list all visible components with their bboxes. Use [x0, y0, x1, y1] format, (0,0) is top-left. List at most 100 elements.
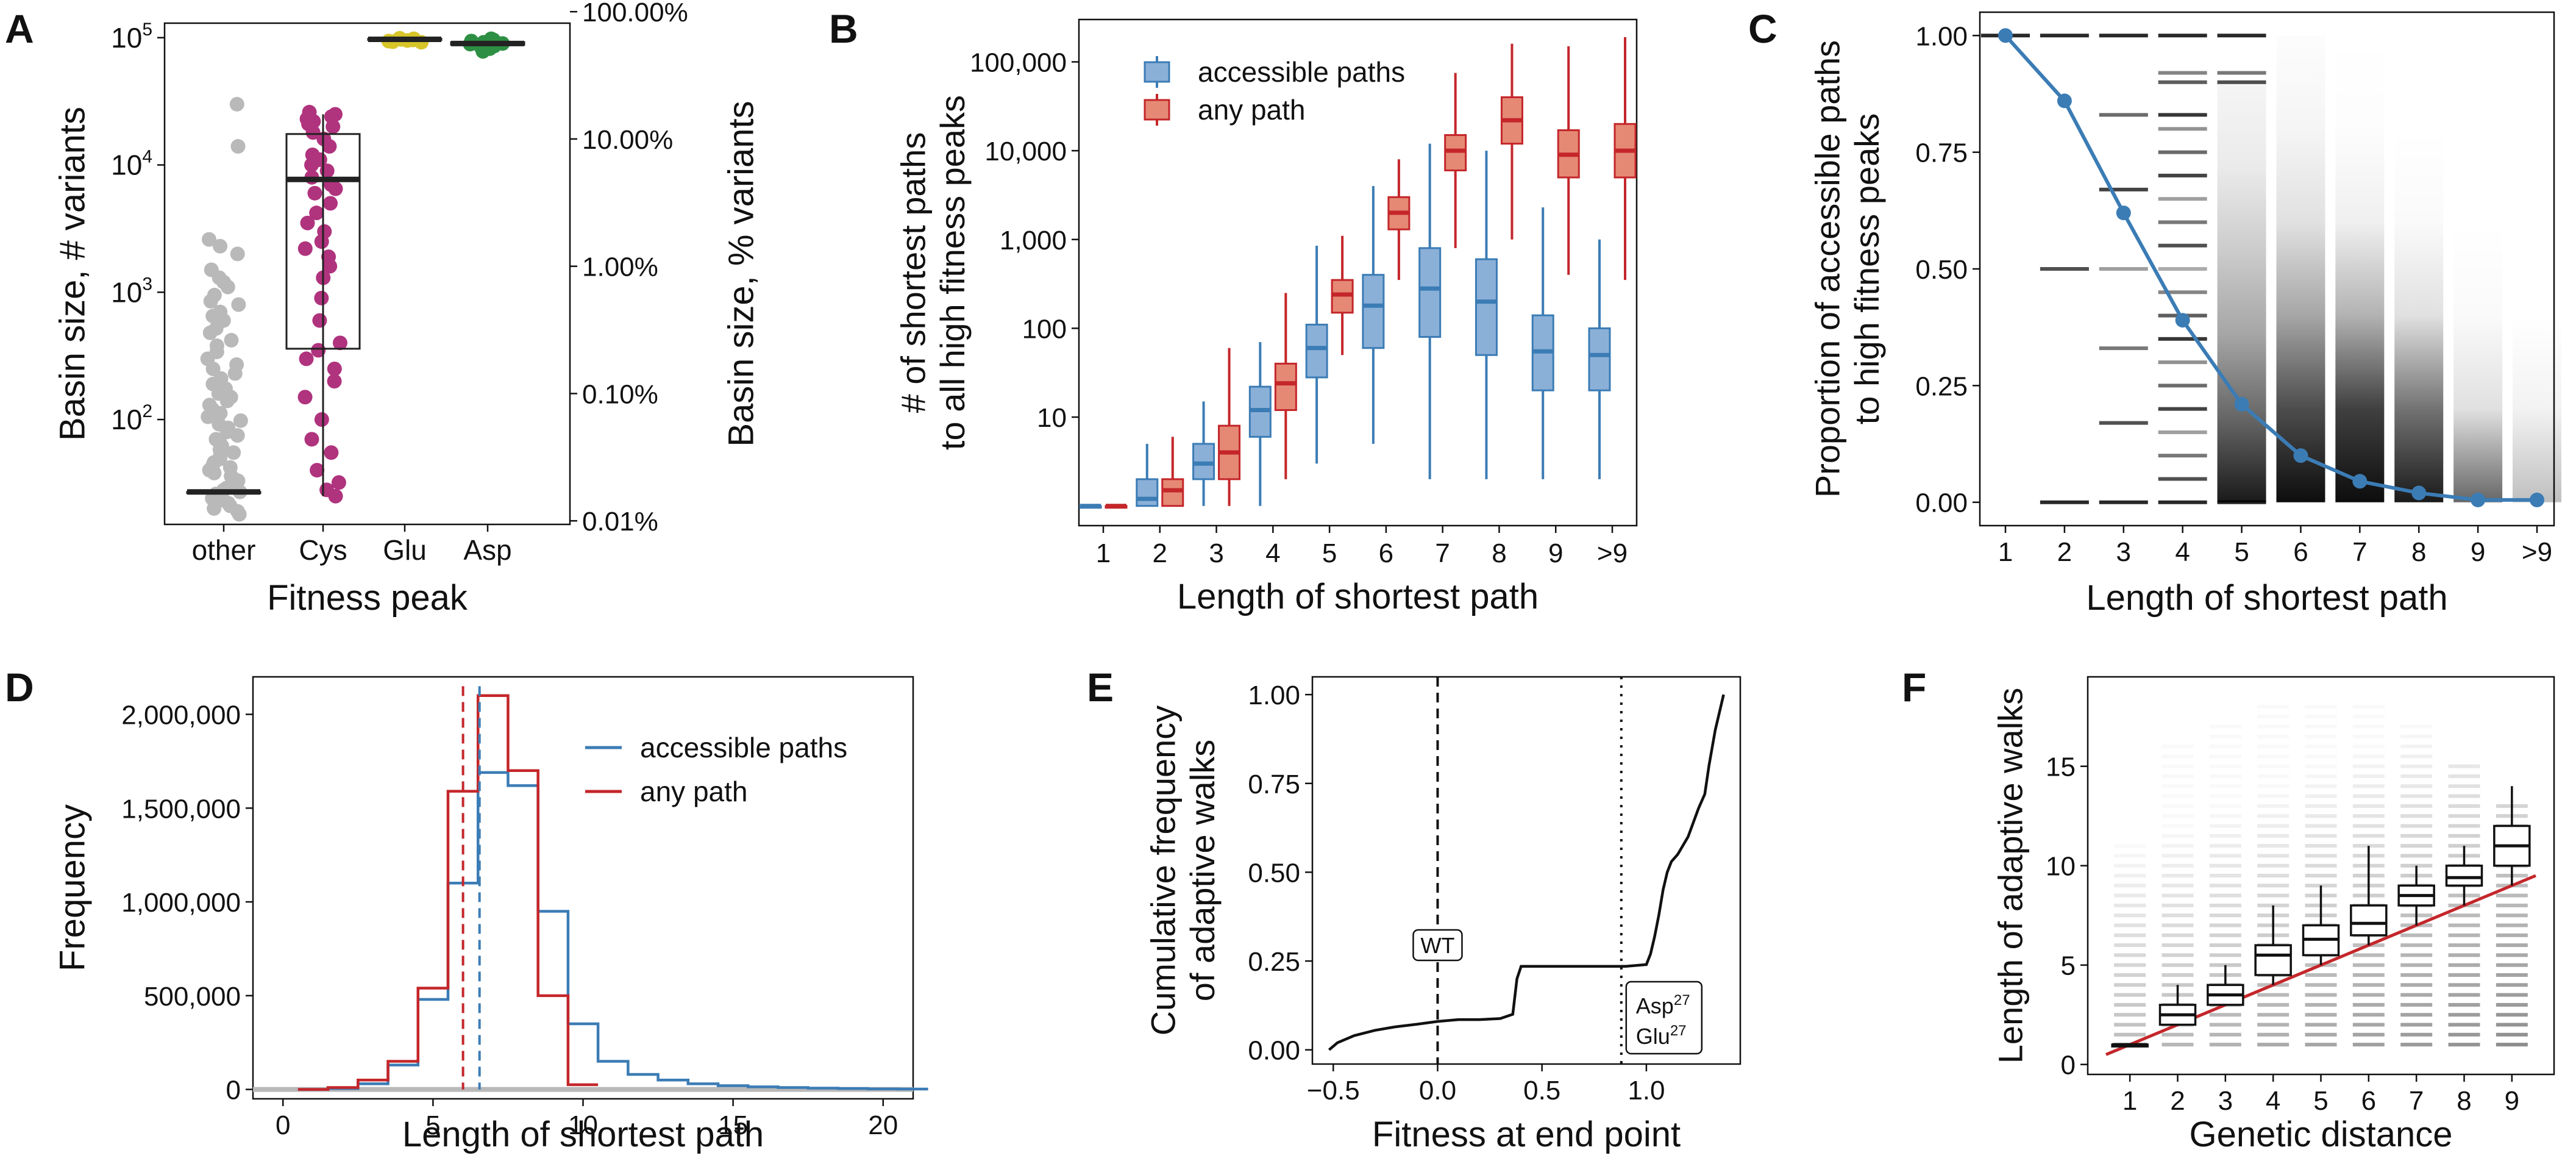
strip-dash — [2257, 814, 2290, 818]
strip-dash — [2352, 734, 2385, 738]
strip-dash — [2209, 874, 2241, 877]
strip-dash — [2400, 724, 2433, 729]
panel-a-frame — [163, 22, 571, 526]
strip-dash — [2496, 1023, 2528, 1027]
data-point — [201, 232, 216, 247]
strip-dash — [2496, 933, 2528, 937]
strip-dash — [2209, 734, 2241, 738]
density-column — [2335, 35, 2385, 502]
density-dash — [2158, 71, 2207, 75]
strip-dash — [2161, 764, 2194, 768]
mean-point — [2411, 485, 2427, 501]
strip-dash — [2400, 1032, 2433, 1037]
strip-dash — [2257, 1002, 2290, 1007]
strip-dash — [2209, 884, 2241, 888]
x-tick-label: 1 — [1096, 538, 1111, 568]
x-axis-label: Genetic distance — [2189, 1115, 2452, 1154]
data-point — [205, 361, 221, 376]
panel-letter-f: F — [1902, 665, 1926, 710]
strip-dash — [2209, 923, 2241, 927]
strip-dash — [2400, 814, 2433, 818]
y-tick-label: 100 — [1022, 314, 1067, 344]
box — [1274, 362, 1297, 412]
strip-dash — [2352, 983, 2385, 987]
peak-label: Glu27 — [1636, 1023, 1687, 1049]
mean-line — [2004, 34, 2537, 502]
wt-label: WT — [1420, 933, 1454, 958]
strip-dash — [2161, 844, 2194, 848]
strip-dash — [2400, 764, 2433, 768]
x-tick-label: 8 — [2457, 1086, 2471, 1116]
strip-dash — [2352, 824, 2385, 828]
strip-dash — [2161, 903, 2194, 907]
x-axis-label: Fitness peak — [267, 578, 468, 618]
y-axis-label: Frequency — [52, 804, 92, 971]
strip-dash — [2257, 824, 2290, 828]
y-axis-label: # of shortest paths to all high fitness p… — [894, 95, 971, 450]
strip-dash — [2496, 1013, 2528, 1017]
density-dash — [2158, 267, 2207, 271]
strip-dash — [2448, 993, 2480, 997]
strip-dash — [2209, 745, 2241, 749]
data-point — [319, 163, 335, 179]
data-point — [328, 488, 343, 504]
strip-dash — [2305, 724, 2337, 729]
strip-dash — [2257, 804, 2290, 808]
strip-dash — [2114, 1032, 2146, 1037]
strip-dash — [2352, 963, 2385, 967]
strip-dash — [2161, 824, 2194, 828]
data-point — [201, 409, 216, 424]
strip-dash — [2209, 953, 2241, 957]
density-dash — [2158, 127, 2207, 131]
strip-dash — [2352, 1002, 2385, 1007]
y-tick-label: 0.75 — [1248, 770, 1300, 799]
x-tick-label: 1.0 — [1628, 1076, 1665, 1106]
x-tick-label: Cys — [299, 534, 347, 566]
density-dash — [2158, 197, 2207, 201]
strip-dash — [2161, 745, 2194, 749]
strip-dash — [2448, 953, 2480, 957]
strip-dash — [2352, 745, 2385, 749]
strip-dash — [2496, 1043, 2528, 1047]
y-axis-label-line: Basin size, # variants — [52, 107, 92, 441]
peak-label: Asp27 — [1636, 992, 1690, 1018]
data-point — [305, 125, 321, 140]
strip-dash — [2114, 1002, 2146, 1007]
strip-dash — [2400, 854, 2433, 858]
strip-dash — [2114, 884, 2146, 888]
x-tick-label: 3 — [1209, 538, 1223, 568]
x-tick-label: 1 — [1998, 537, 2013, 567]
x-tick-label: Asp — [463, 534, 511, 566]
x-tick-label: 5 — [2313, 1086, 2328, 1116]
strip-dash — [2305, 814, 2337, 818]
strip-dash — [2114, 963, 2146, 967]
strip-dash — [2161, 774, 2194, 778]
strip-dash — [2305, 715, 2337, 719]
density-dash — [2099, 346, 2148, 351]
strip-dash — [2400, 734, 2433, 738]
strip-dash — [2209, 1043, 2241, 1047]
x-tick-label: 3 — [2116, 537, 2131, 567]
x-tick-label: >9 — [1597, 538, 1628, 568]
strip-dash — [2114, 943, 2146, 948]
y-tick-label: 0.25 — [1915, 371, 1968, 401]
strip-dash — [2209, 863, 2241, 868]
legend-swatch — [1144, 99, 1170, 121]
y-tick-label: 1,000,000 — [121, 888, 241, 918]
strip-dash — [2161, 963, 2194, 967]
x-tick-label: 8 — [1492, 538, 1506, 568]
y-tick-label: 0 — [226, 1076, 241, 1106]
panel-letter-d: D — [5, 665, 34, 710]
x-tick-label: 10 — [568, 1110, 598, 1140]
legend-label: any path — [640, 776, 747, 807]
data-point — [314, 412, 329, 427]
strip-dash — [2496, 963, 2528, 967]
box — [2350, 904, 2388, 937]
strip-dash — [2305, 1043, 2337, 1047]
data-point — [312, 313, 327, 328]
data-point — [322, 196, 338, 211]
strip-dash — [2114, 983, 2146, 987]
strip-dash — [2209, 834, 2241, 838]
strip-dash — [2352, 804, 2385, 808]
